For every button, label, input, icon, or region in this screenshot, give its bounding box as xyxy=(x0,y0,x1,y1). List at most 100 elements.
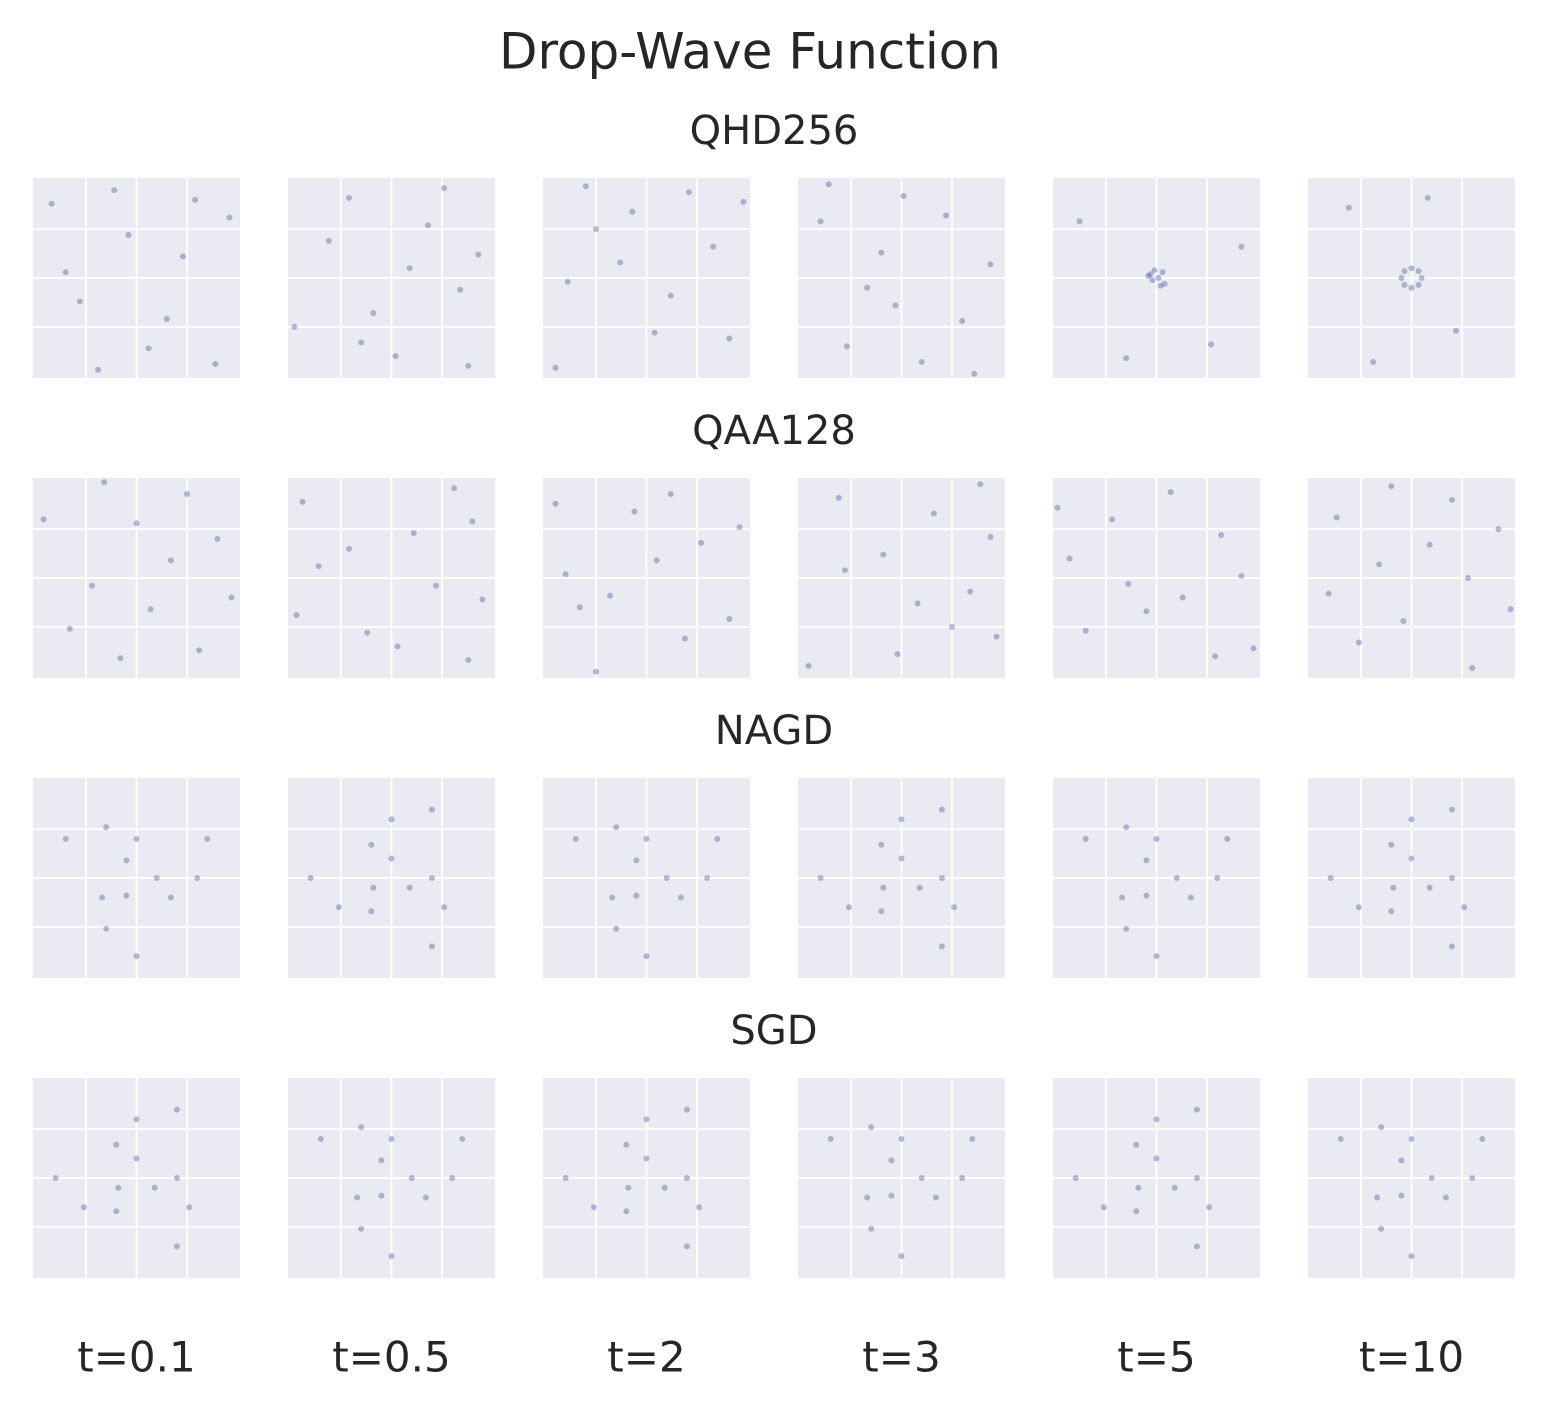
point xyxy=(123,857,130,864)
point xyxy=(1153,1116,1160,1123)
point xyxy=(1408,265,1415,272)
point xyxy=(868,1225,875,1232)
point xyxy=(167,557,174,564)
point xyxy=(625,1184,632,1191)
point xyxy=(1408,1135,1415,1142)
point xyxy=(880,884,887,891)
point xyxy=(993,633,1000,640)
point xyxy=(133,1116,140,1123)
point xyxy=(898,816,905,823)
point xyxy=(66,625,73,632)
point xyxy=(1147,271,1154,278)
point xyxy=(592,668,599,675)
point xyxy=(378,1192,385,1199)
row-title: QHD256 xyxy=(690,108,859,154)
point xyxy=(1054,504,1061,511)
column-label: t=10 xyxy=(1359,1333,1464,1382)
point xyxy=(307,875,314,881)
point xyxy=(358,1225,365,1232)
point xyxy=(133,1155,140,1162)
point xyxy=(592,226,599,233)
point xyxy=(1426,541,1433,548)
point xyxy=(1452,327,1459,334)
point xyxy=(1109,516,1116,523)
point xyxy=(113,1141,120,1148)
point xyxy=(317,1135,324,1142)
point xyxy=(613,925,620,932)
point xyxy=(951,904,958,911)
point xyxy=(987,261,994,268)
point xyxy=(667,292,674,299)
point xyxy=(469,518,476,525)
point xyxy=(1374,1194,1381,1201)
point xyxy=(677,894,684,901)
point xyxy=(123,892,130,899)
point xyxy=(613,824,620,831)
point xyxy=(827,1135,834,1142)
point xyxy=(938,806,945,813)
point xyxy=(406,265,413,272)
point xyxy=(151,1184,158,1191)
point xyxy=(358,339,365,346)
column-label: t=0.1 xyxy=(77,1333,195,1382)
point xyxy=(449,1175,456,1181)
column-label: t=3 xyxy=(862,1333,940,1382)
point xyxy=(370,884,377,891)
point xyxy=(1469,1175,1476,1181)
point xyxy=(1376,561,1383,568)
point xyxy=(868,1124,875,1131)
point xyxy=(62,269,69,276)
point xyxy=(1206,1204,1213,1211)
point xyxy=(204,835,211,842)
point xyxy=(192,196,199,203)
point xyxy=(651,329,658,336)
point xyxy=(103,925,110,932)
point xyxy=(388,1135,395,1142)
point xyxy=(346,545,353,552)
row-title: NAGD xyxy=(715,708,833,754)
point xyxy=(629,208,636,215)
point xyxy=(1469,664,1476,671)
point xyxy=(938,875,945,881)
point xyxy=(133,835,140,842)
point xyxy=(194,875,201,881)
point xyxy=(1173,875,1180,881)
point xyxy=(1426,884,1433,891)
point xyxy=(977,481,984,488)
point xyxy=(576,604,583,611)
point xyxy=(76,298,83,305)
point xyxy=(1100,1204,1107,1211)
point xyxy=(1388,483,1395,490)
point xyxy=(441,904,448,911)
point xyxy=(683,1106,690,1113)
point xyxy=(167,894,174,901)
point xyxy=(1250,645,1257,652)
point xyxy=(186,1204,193,1211)
point xyxy=(916,884,923,891)
point xyxy=(817,875,824,881)
point xyxy=(726,335,733,342)
point xyxy=(1424,194,1431,201)
point xyxy=(1123,824,1130,831)
point xyxy=(1066,555,1073,562)
point xyxy=(99,894,106,901)
point xyxy=(888,1192,895,1199)
point xyxy=(315,563,322,570)
point xyxy=(898,1135,905,1142)
point xyxy=(475,251,482,258)
point xyxy=(1398,1192,1405,1199)
point xyxy=(432,582,439,589)
point xyxy=(410,530,417,537)
point xyxy=(1448,943,1455,950)
point xyxy=(101,479,108,486)
point xyxy=(864,1194,871,1201)
point xyxy=(1179,594,1186,601)
point xyxy=(1400,617,1407,624)
point xyxy=(681,635,688,642)
column-label: t=2 xyxy=(607,1333,685,1382)
point xyxy=(368,841,375,848)
point xyxy=(1408,816,1415,823)
point xyxy=(422,1194,429,1201)
point xyxy=(62,835,69,842)
